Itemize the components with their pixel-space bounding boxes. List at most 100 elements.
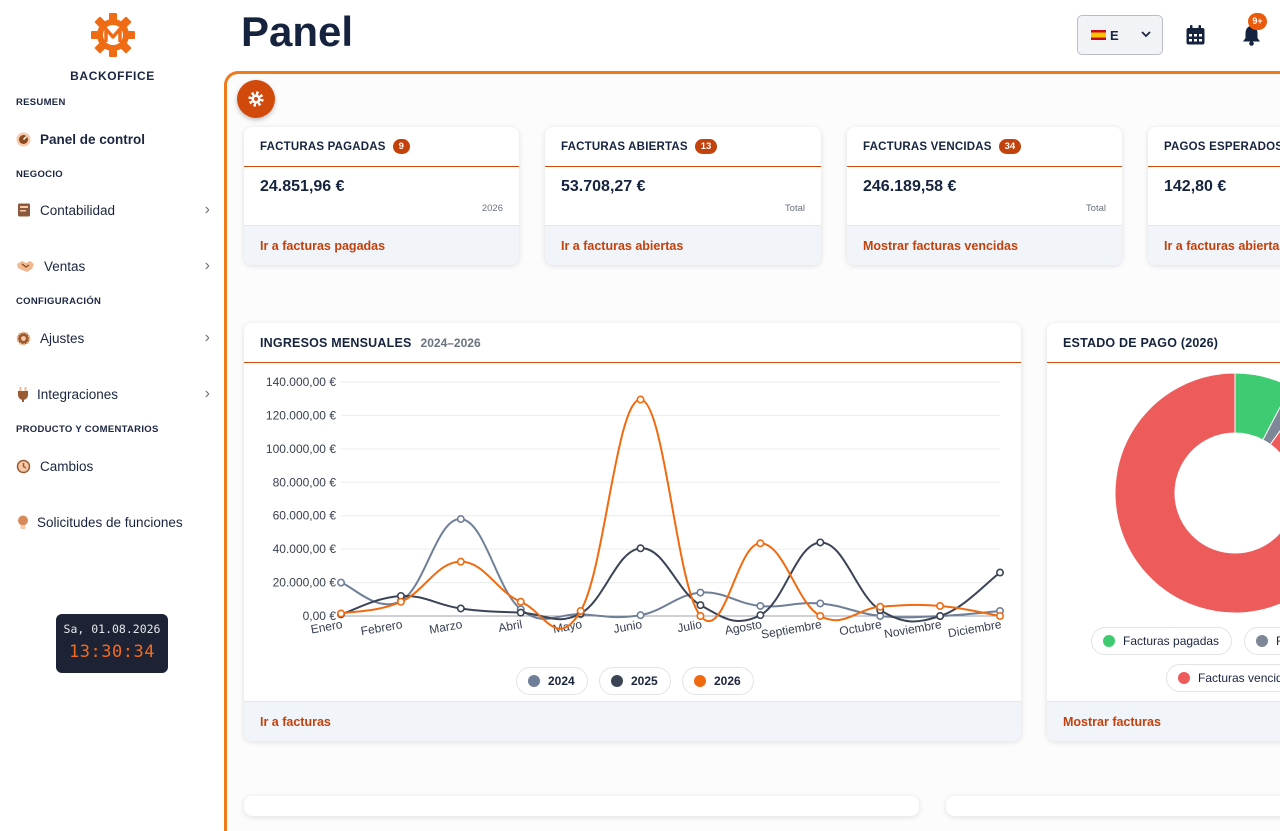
x-tick-label: Marzo: [428, 617, 464, 637]
notification-badge: 9+: [1248, 13, 1267, 30]
legend-dot: [1256, 635, 1268, 647]
y-tick-label: 40.000,00 €: [273, 542, 337, 556]
legend-label: 2024: [548, 674, 575, 688]
data-point-2025: [696, 601, 705, 610]
bottom-card-left: [244, 796, 919, 816]
x-tick-label: Junio: [612, 617, 643, 636]
sidebar-item-ajustes[interactable]: Ajustes ›: [16, 325, 210, 351]
page-title: Panel: [241, 8, 354, 55]
card-value: 53.708,27 €: [561, 178, 646, 195]
data-point-2026: [756, 539, 765, 548]
stat-card-facturas-pagadas: FACTURAS PAGADAS 9 24.851,96 € 2026 Ir a …: [244, 127, 519, 265]
data-point-2026: [816, 612, 825, 621]
language-value: E: [1110, 27, 1119, 43]
card-value: 24.851,96 €: [260, 178, 345, 195]
x-tick-label: Septiembre: [760, 617, 823, 641]
section-title-negocio: NEGOCIO: [16, 169, 63, 180]
card-link[interactable]: Mostrar facturas: [1063, 714, 1161, 729]
chevron-right-icon: ›: [204, 201, 210, 218]
calendar-icon[interactable]: [1186, 25, 1205, 45]
card-link[interactable]: Ir a facturas abiertas: [1164, 238, 1280, 253]
card-link[interactable]: Ir a facturas abiertas: [561, 238, 684, 253]
legend-item-2024[interactable]: 2024: [516, 667, 588, 695]
section-title-configuracion: CONFIGURACIÓN: [16, 296, 102, 307]
history-icon: [16, 459, 31, 474]
card-title: PAGOS ESPERADOS: [1164, 140, 1280, 153]
data-point-2025: [995, 568, 1004, 577]
card-title: FACTURAS PAGADAS: [260, 140, 386, 153]
pie-slice-2: [1114, 372, 1280, 614]
dashboard-settings-button[interactable]: [237, 80, 275, 118]
x-tick-label: Diciembre: [947, 617, 1003, 640]
card-title: FACTURAS ABIERTAS: [561, 140, 688, 153]
data-point-2024: [337, 578, 346, 587]
clock-date: Sa, 01.08.2026: [63, 622, 161, 636]
sidebar-item-panel-de-control[interactable]: Panel de control: [16, 126, 210, 152]
data-point-2026: [456, 557, 465, 566]
legend-item-abiertas[interactable]: F: [1244, 627, 1280, 655]
gear-icon: [248, 91, 264, 107]
income-line-chart: 0,00 € 20.000,00 € 40.000,00 € 60.000,00 € 8…: [266, 375, 1004, 642]
data-point-2025: [516, 608, 525, 617]
card-subtext: Total: [1085, 203, 1106, 214]
legend-label: 2025: [631, 674, 658, 688]
card-title: FACTURAS VENCIDAS: [863, 140, 992, 153]
brand-logo[interactable]: BACKOFFICE: [0, 12, 225, 83]
sidebar-item-ventas[interactable]: Ventas ›: [16, 253, 210, 279]
legend-dot: [611, 675, 623, 687]
data-point-2026: [995, 612, 1004, 621]
handshake-icon: [16, 259, 35, 274]
y-tick-label: 0,00 €: [303, 609, 337, 623]
data-point-2026: [696, 612, 705, 621]
chevron-right-icon: ›: [204, 385, 210, 402]
sidebar-item-label: Contabilidad: [40, 202, 116, 218]
language-select[interactable]: E: [1077, 15, 1163, 55]
pie-slice-0: [1234, 372, 1280, 441]
plug-icon: [16, 386, 29, 402]
data-point-2024: [696, 588, 705, 597]
data-point-2025: [456, 604, 465, 613]
legend-dot: [1178, 672, 1190, 684]
sidebar-item-contabilidad[interactable]: Contabilidad ›: [16, 197, 210, 223]
stat-card-pagos-esperados: PAGOS ESPERADOS 142,80 € Ir a facturas a…: [1148, 127, 1280, 265]
chevron-right-icon: ›: [204, 329, 210, 346]
card-title: INGRESOS MENSUALES: [260, 335, 412, 350]
data-point-2026: [396, 597, 405, 606]
legend-dot: [528, 675, 540, 687]
legend-dot: [1103, 635, 1115, 647]
stat-card-facturas-abiertas: FACTURAS ABIERTAS 13 53.708,27 € Total Ir…: [545, 127, 821, 265]
legend-item-facturas-vencidas[interactable]: Facturas vencid: [1166, 664, 1280, 692]
x-tick-label: Julio: [676, 617, 703, 635]
x-tick-label: Abril: [497, 617, 523, 635]
card-value: 142,80 €: [1164, 178, 1227, 195]
card-link[interactable]: Mostrar facturas vencidas: [863, 238, 1018, 253]
card-link[interactable]: Ir a facturas pagadas: [260, 238, 386, 253]
x-tick-label: Octubre: [838, 617, 883, 638]
legend-label: 2026: [714, 674, 741, 688]
spain-flag-icon: [1091, 30, 1106, 40]
sidebar-item-cambios[interactable]: Cambios: [16, 453, 210, 479]
legend-item-facturas-pagadas[interactable]: Facturas pagadas: [1091, 627, 1233, 655]
y-tick-label: 120.000,00 €: [266, 408, 336, 422]
x-tick-label: Enero: [310, 617, 344, 636]
y-tick-label: 100.000,00 €: [266, 442, 336, 456]
stat-card-facturas-vencidas: FACTURAS VENCIDAS 34 246.189,58 € Total M…: [847, 127, 1122, 265]
book-icon: [16, 203, 31, 218]
data-point-2026: [337, 609, 346, 618]
legend-item-2026[interactable]: 2026: [682, 667, 754, 695]
date-range: 2024–2026: [420, 335, 481, 350]
data-point-2024: [756, 601, 765, 610]
chevron-down-icon: [1141, 31, 1151, 38]
data-point-2025: [936, 612, 945, 621]
card-subtext: 2026: [481, 203, 503, 214]
count-badge: 13: [694, 139, 718, 154]
legend-label: Facturas pagadas: [1123, 634, 1220, 648]
sidebar-item-solicitudes[interactable]: Solicitudes de funciones: [16, 509, 210, 535]
card-link[interactable]: Ir a facturas: [260, 714, 331, 729]
legend-item-2025[interactable]: 2025: [599, 667, 671, 695]
bottom-card-right: [946, 796, 1280, 816]
data-point-2026: [876, 602, 885, 611]
gear-icon: [16, 331, 31, 346]
sidebar-item-integraciones[interactable]: Integraciones ›: [16, 381, 210, 407]
dashboard-icon: [16, 132, 31, 147]
